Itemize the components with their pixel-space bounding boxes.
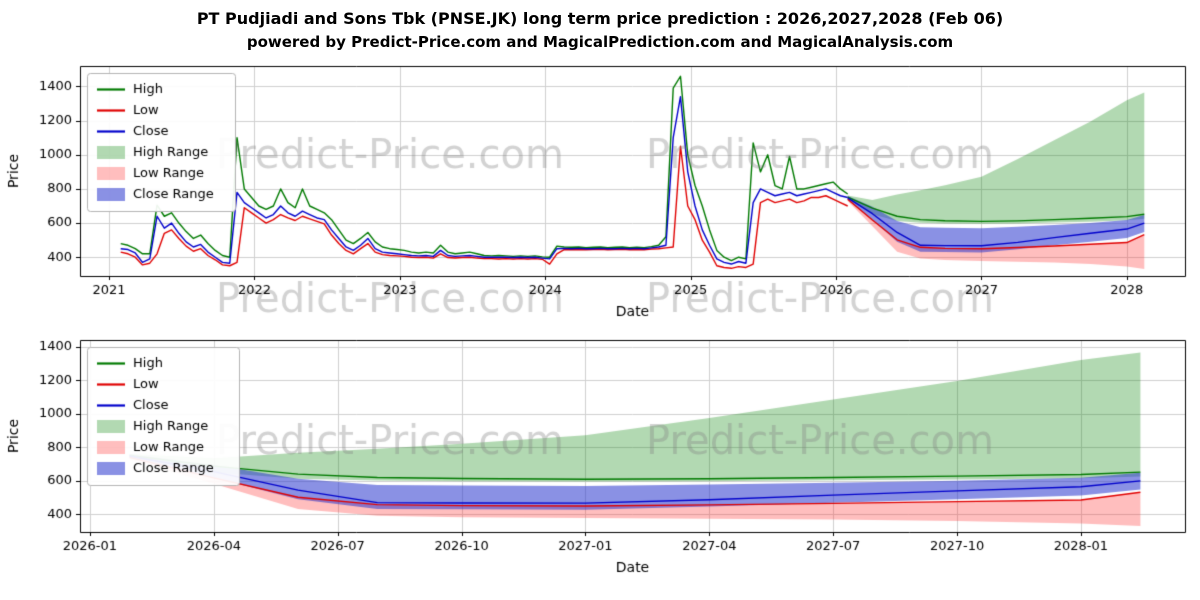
chart-subtitle: powered by Predict-Price.com and Magical… (246, 33, 954, 51)
prediction-zoom-chart (0, 320, 1200, 600)
chart-title: PT Pudjiadi and Sons Tbk (PNSE.JK) long … (196, 9, 1004, 28)
price-history-chart (0, 54, 1200, 320)
